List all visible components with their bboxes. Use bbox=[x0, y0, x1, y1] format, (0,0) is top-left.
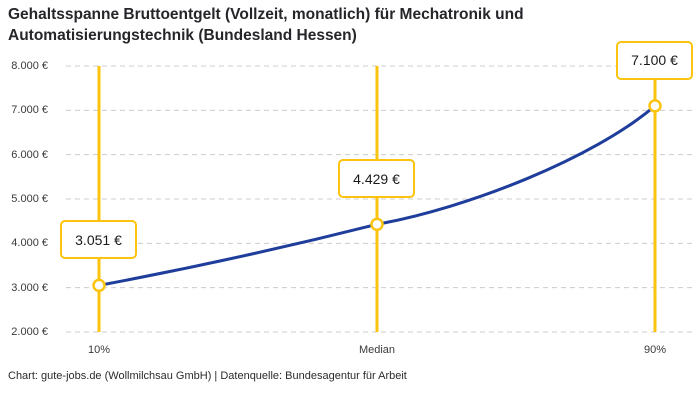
x-tick-label: 90% bbox=[643, 344, 667, 356]
y-tick-label: 2.000 € bbox=[11, 326, 48, 338]
y-tick-label: 8.000 € bbox=[11, 60, 48, 72]
y-tick-label: 4.000 € bbox=[11, 237, 48, 250]
data-point-marker bbox=[370, 217, 384, 232]
chart-title: Gehaltsspanne Bruttoentgelt (Vollzeit, m… bbox=[8, 6, 524, 44]
value-annotation-box: 7.100 € bbox=[616, 40, 693, 80]
x-tick-label: 10% bbox=[87, 344, 111, 356]
y-tick-label: 6.000 € bbox=[11, 148, 48, 161]
data-point-marker bbox=[648, 99, 662, 113]
y-tick-label: 5.000 € bbox=[11, 193, 48, 205]
x-tick-label: Median bbox=[358, 344, 396, 356]
y-tick-label: 3.000 € bbox=[11, 281, 48, 294]
y-tick-label: 7.000 € bbox=[11, 104, 48, 117]
chart-source-footer: Chart: gute-jobs.de (Wollmilchsau GmbH) … bbox=[8, 370, 407, 382]
value-annotation-box: 3.051 € bbox=[60, 220, 137, 260]
data-point-marker bbox=[92, 278, 106, 293]
value-annotation-box: 4.429 € bbox=[338, 159, 415, 199]
